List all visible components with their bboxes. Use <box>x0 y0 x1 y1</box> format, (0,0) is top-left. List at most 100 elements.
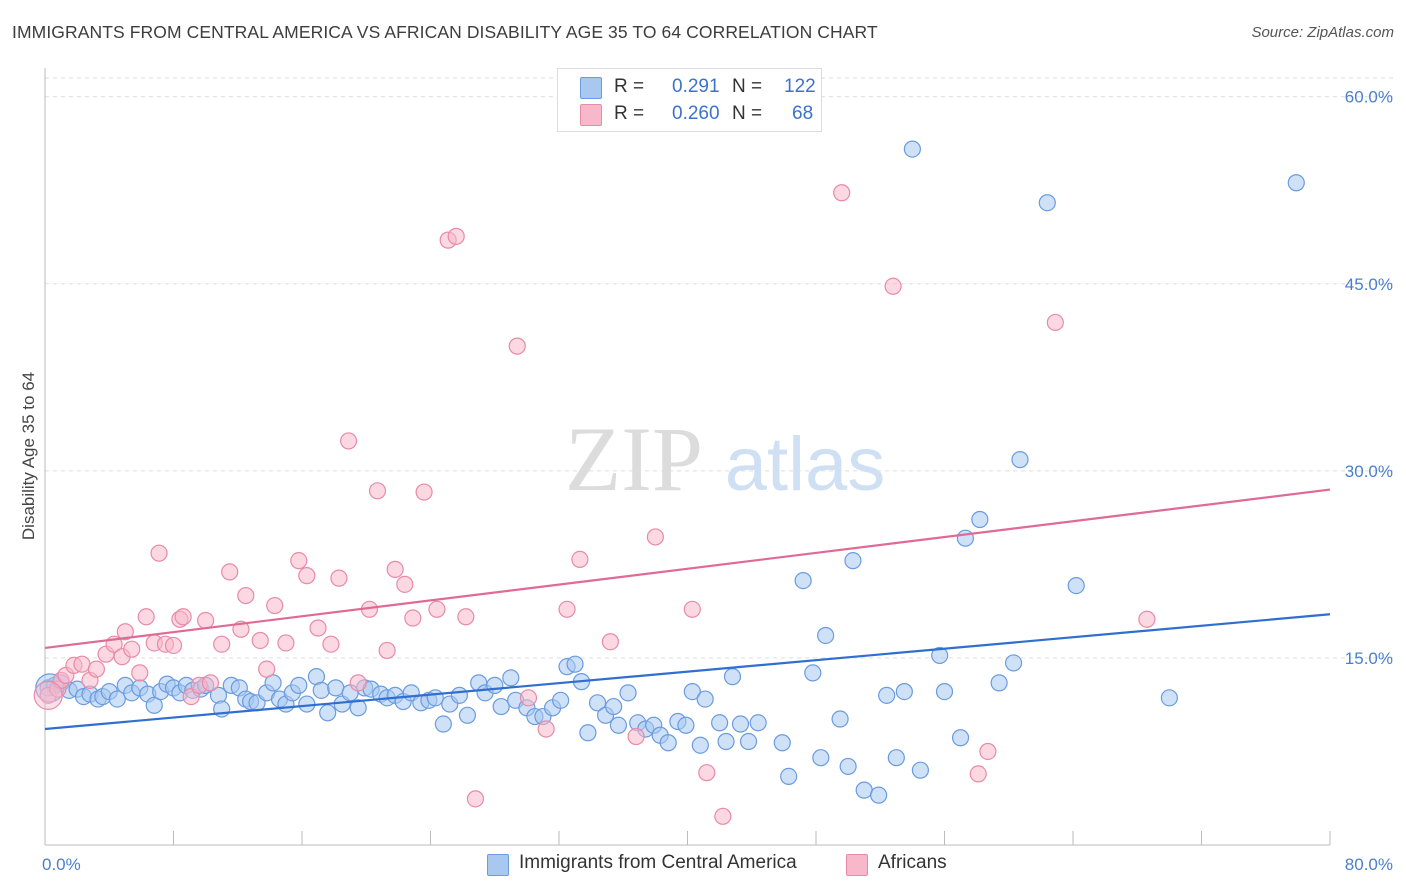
data-point-central-america <box>773 734 791 752</box>
data-point-central-america <box>911 761 930 779</box>
data-point-central-america <box>831 710 849 728</box>
legend-n-value: 68 <box>792 103 814 124</box>
data-point-central-america <box>817 626 835 645</box>
data-point-central-america <box>349 699 367 717</box>
data-point-central-america <box>935 682 954 701</box>
data-point-africans <box>73 655 91 673</box>
data-point-africans <box>258 660 276 678</box>
data-point-central-america <box>426 689 444 707</box>
legend-swatch-blue <box>580 77 602 99</box>
data-point-central-america <box>780 767 798 786</box>
data-point-central-america <box>990 674 1008 692</box>
data-point-central-america <box>327 679 345 697</box>
data-point-africans <box>339 432 358 450</box>
data-point-africans <box>404 609 422 627</box>
data-point-central-america <box>492 697 510 716</box>
data-point-central-america <box>683 682 701 701</box>
data-point-africans <box>33 680 63 710</box>
data-point-central-america <box>264 674 282 692</box>
data-point-central-america <box>855 781 873 799</box>
data-point-central-america <box>145 696 163 714</box>
data-point-africans <box>396 575 414 593</box>
data-point-africans <box>150 544 168 562</box>
y-tick-label: 60.0% <box>1345 88 1393 107</box>
data-point-central-america <box>434 715 452 733</box>
data-point-africans <box>1046 313 1064 332</box>
data-point-central-america <box>502 669 520 687</box>
data-point-central-america <box>609 716 628 734</box>
data-point-central-america <box>870 786 888 804</box>
data-point-africans <box>201 674 220 692</box>
data-point-africans <box>466 790 485 808</box>
data-point-africans <box>116 623 134 641</box>
data-point-central-america <box>319 704 337 722</box>
data-point-africans <box>683 600 701 618</box>
data-point-central-america <box>552 691 570 709</box>
data-point-africans <box>174 608 192 626</box>
data-point-africans <box>558 600 576 618</box>
data-point-africans <box>833 184 851 202</box>
bottom-legend-swatch-pink <box>846 854 868 876</box>
axes <box>44 68 1331 846</box>
data-point-central-america <box>566 655 584 673</box>
data-point-central-america <box>691 736 709 754</box>
data-point-africans <box>251 631 269 650</box>
source-label: Source: ZipAtlas.com <box>1251 24 1394 41</box>
data-point-central-america <box>619 684 637 702</box>
data-point-central-america <box>1011 451 1029 469</box>
series-africans <box>33 184 1156 825</box>
data-point-central-america <box>1160 689 1178 707</box>
data-point-central-america <box>739 732 758 751</box>
data-point-africans <box>969 765 987 783</box>
data-point-central-america <box>312 681 330 699</box>
data-point-central-america <box>951 729 970 747</box>
data-point-central-america <box>711 714 729 732</box>
data-point-africans <box>1138 610 1156 628</box>
data-point-central-america <box>794 572 812 590</box>
data-point-africans <box>386 560 404 578</box>
data-point-central-america <box>450 686 469 704</box>
data-point-central-america <box>1067 576 1085 595</box>
grid-lines <box>45 77 1393 659</box>
data-point-africans <box>131 664 149 682</box>
data-point-africans <box>164 636 183 655</box>
legend-n-label: N = <box>732 76 763 97</box>
data-point-africans <box>457 608 475 626</box>
data-point-africans <box>368 482 387 500</box>
data-point-central-america <box>731 715 750 733</box>
bottom-legend-swatch-blue <box>487 854 509 876</box>
data-point-central-america <box>956 529 974 547</box>
watermark-atlas: atlas <box>725 422 886 507</box>
legend: R = 0.291 N = 122 R = 0.260 N = 68 <box>557 68 822 132</box>
data-point-central-america <box>887 749 905 767</box>
chart-title: IMMIGRANTS FROM CENTRAL AMERICA VS AFRIC… <box>12 22 878 42</box>
data-point-africans <box>378 641 396 660</box>
data-point-africans <box>447 227 465 245</box>
data-point-central-america <box>804 664 822 682</box>
legend-r-value: 0.260 <box>672 103 720 124</box>
watermark: ZIP atlas <box>565 408 885 510</box>
data-point-africans <box>213 635 231 653</box>
data-point-africans <box>322 635 340 653</box>
data-point-africans <box>87 660 106 678</box>
data-point-central-america <box>931 646 949 665</box>
data-point-africans <box>309 619 327 637</box>
legend-n-label: N = <box>732 103 763 124</box>
bottom-legend-label: Immigrants from Central America <box>519 852 797 873</box>
data-point-africans <box>571 550 589 569</box>
bottom-legend-label: Africans <box>878 852 947 873</box>
data-point-africans <box>646 528 664 546</box>
data-point-central-america <box>1287 174 1305 192</box>
data-point-africans <box>508 337 526 355</box>
y-tick-label: 15.0% <box>1345 649 1393 668</box>
legend-swatch-pink <box>580 104 602 126</box>
data-point-africans <box>714 807 732 825</box>
y-tick-label: 30.0% <box>1345 462 1393 481</box>
data-point-central-america <box>1004 654 1023 672</box>
legend-r-value: 0.291 <box>672 76 720 97</box>
legend-r-label: R = <box>614 103 645 124</box>
data-point-africans <box>298 567 316 585</box>
legend-r-label: R = <box>614 76 645 97</box>
data-point-africans <box>979 742 997 761</box>
